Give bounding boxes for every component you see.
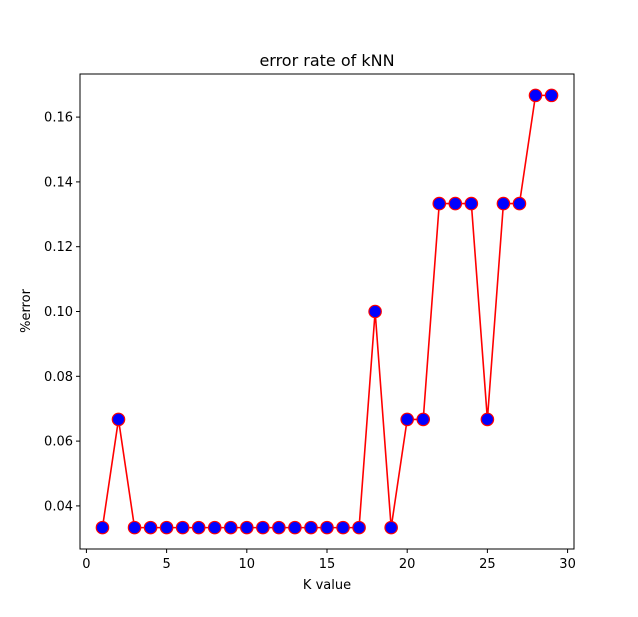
y-tick-label: 0.04	[44, 499, 73, 514]
y-tick-label: 0.12	[44, 240, 73, 255]
x-tick-label: 5	[162, 557, 170, 572]
data-point	[207, 520, 222, 535]
x-tick-label: 20	[399, 557, 416, 572]
data-point	[416, 412, 431, 427]
data-point	[191, 520, 206, 535]
y-tick-label: 0.06	[44, 435, 73, 450]
data-point	[143, 520, 158, 535]
data-point	[512, 196, 527, 211]
data-point	[159, 520, 174, 535]
plot-frame	[79, 73, 575, 550]
data-point	[288, 520, 302, 535]
x-axis: 0 5 10 15 20 25 30	[82, 549, 576, 572]
x-axis-label: K value	[303, 578, 351, 593]
chart-title: error rate of kNN	[259, 51, 394, 70]
data-point	[304, 520, 318, 535]
data-point	[127, 520, 142, 535]
data-point	[95, 520, 110, 535]
data-point	[464, 196, 479, 211]
y-tick-label: 0.10	[44, 305, 73, 320]
data-point	[336, 520, 350, 535]
series-line	[101, 94, 552, 529]
x-tick-label: 10	[239, 557, 256, 572]
y-tick-label: 0.08	[44, 370, 73, 385]
data-point	[528, 88, 543, 103]
data-point	[272, 520, 286, 535]
data-point	[384, 520, 398, 535]
data-point	[400, 412, 414, 427]
x-tick-label: 15	[319, 557, 336, 572]
data-point	[352, 520, 366, 535]
x-tick-label: 30	[559, 557, 576, 572]
data-point	[240, 520, 254, 535]
data-point	[496, 196, 511, 211]
data-point	[111, 412, 126, 427]
data-point	[256, 520, 270, 535]
x-tick-label: 25	[479, 557, 496, 572]
y-axis: 0.04 0.06 0.08 0.10 0.12 0.14 0.16	[44, 111, 80, 514]
plot-layer	[95, 88, 559, 535]
data-point	[432, 196, 447, 211]
data-point	[320, 520, 334, 535]
y-axis-label: %error	[19, 288, 34, 332]
y-tick-label: 0.16	[44, 111, 73, 126]
data-point	[544, 88, 559, 103]
data-point	[448, 196, 463, 211]
x-tick-label: 0	[82, 557, 90, 572]
data-point	[368, 304, 382, 319]
data-point	[480, 412, 495, 427]
data-point	[175, 520, 190, 535]
y-tick-label: 0.14	[44, 175, 73, 190]
data-point	[223, 520, 238, 535]
